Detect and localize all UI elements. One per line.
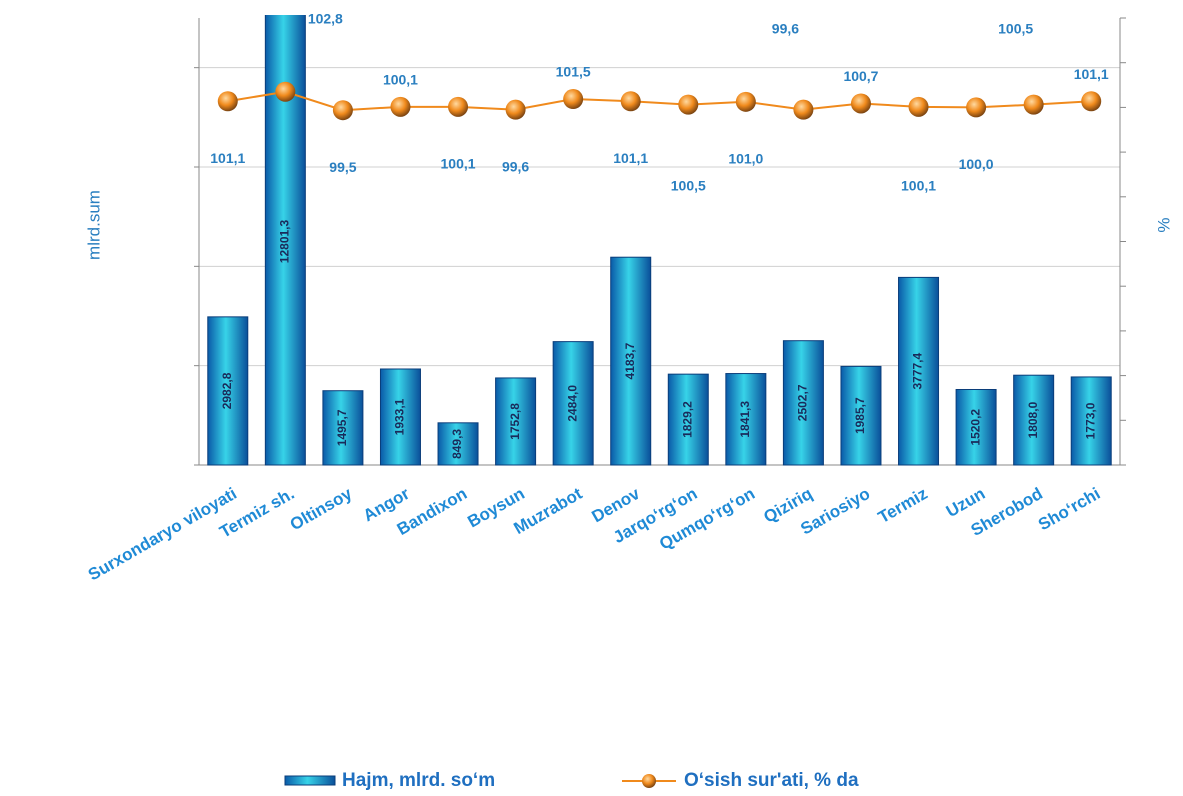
bar-value-label: 1933,1 xyxy=(393,398,407,435)
bar xyxy=(1070,376,1112,466)
line-point xyxy=(908,96,929,117)
bar xyxy=(898,276,940,466)
line-point xyxy=(735,91,756,112)
bar-value-label: 1520,2 xyxy=(968,409,982,446)
line-value-label: 99,5 xyxy=(329,159,356,175)
legend-label: O‘sish sur'ati, % da xyxy=(684,770,859,791)
line-point xyxy=(563,89,584,110)
line-point xyxy=(275,81,296,102)
line-value-label: 100,0 xyxy=(959,156,994,172)
line-point xyxy=(1081,91,1102,112)
line-point xyxy=(620,91,641,112)
line-value-label: 100,1 xyxy=(901,178,936,194)
line-value-label: 101,0 xyxy=(728,151,763,167)
line-value-label: 100,1 xyxy=(441,156,476,172)
line-value-label: 99,6 xyxy=(502,158,529,174)
line-point xyxy=(793,99,814,120)
bar xyxy=(379,368,421,466)
line-value-label: 101,1 xyxy=(210,150,245,166)
bar-value-label: 4183,7 xyxy=(623,342,637,379)
line-point xyxy=(966,97,987,118)
line-value-label: 100,1 xyxy=(383,72,418,88)
line-value-label: 100,5 xyxy=(998,21,1033,37)
legend-label: Hajm, mlrd. so‘m xyxy=(342,770,495,791)
line-value-label: 99,6 xyxy=(772,21,799,37)
bar-value-label: 1752,8 xyxy=(508,403,522,440)
bar-value-label: 1808,0 xyxy=(1026,401,1040,438)
line-point xyxy=(678,94,699,115)
bar xyxy=(1013,374,1055,466)
bar-value-label: 1773,0 xyxy=(1083,402,1097,439)
bar xyxy=(552,341,594,466)
bar-value-label: 3777,4 xyxy=(911,353,925,390)
bar-value-label: 1495,7 xyxy=(335,409,349,446)
bar xyxy=(207,316,249,466)
line-point xyxy=(1023,94,1044,115)
bar xyxy=(725,373,767,466)
line-point xyxy=(850,93,871,114)
bar-value-label: 1829,2 xyxy=(680,401,694,438)
bar xyxy=(495,377,537,466)
line-point xyxy=(217,91,238,112)
y2-axis-title: % xyxy=(1154,217,1173,232)
x-tick-label: Termiz xyxy=(875,484,931,527)
line-value-label: 100,5 xyxy=(671,177,706,193)
bar xyxy=(437,422,479,466)
bar-value-label: 1841,3 xyxy=(738,401,752,438)
bar xyxy=(322,390,364,466)
bar xyxy=(955,388,997,466)
line-value-label: 101,5 xyxy=(556,64,591,80)
bar xyxy=(610,256,652,466)
line-point xyxy=(390,96,411,117)
bar-value-label: 1985,7 xyxy=(853,397,867,434)
bar-value-label: 849,3 xyxy=(450,429,464,459)
line xyxy=(227,90,1092,112)
line-value-label: 102,8 xyxy=(308,11,343,27)
bar xyxy=(782,340,824,466)
x-tick-label: Surxondaryo viloyati xyxy=(85,484,240,585)
bar-value-label: 2484,0 xyxy=(565,385,579,422)
legend-swatch xyxy=(284,775,336,786)
line-point xyxy=(505,99,526,120)
bar xyxy=(667,373,709,466)
plot-area xyxy=(207,15,1112,466)
x-tick-label: Sho‘rchi xyxy=(1035,484,1103,534)
line-point xyxy=(332,100,353,121)
x-tick-label: Oltinsoy xyxy=(287,484,356,535)
bar-value-label: 2982,8 xyxy=(220,372,234,409)
bar-value-label: 2502,7 xyxy=(796,384,810,421)
bar-value-label: 12801,3 xyxy=(278,219,292,263)
y-axis-title: mlrd.sum xyxy=(84,190,103,260)
line-point xyxy=(448,96,469,117)
legend-marker xyxy=(642,774,656,788)
bar xyxy=(840,365,882,466)
line-value-label: 100,7 xyxy=(843,68,878,84)
line-value-label: 101,1 xyxy=(613,150,648,166)
line-value-label: 101,1 xyxy=(1074,66,1109,82)
